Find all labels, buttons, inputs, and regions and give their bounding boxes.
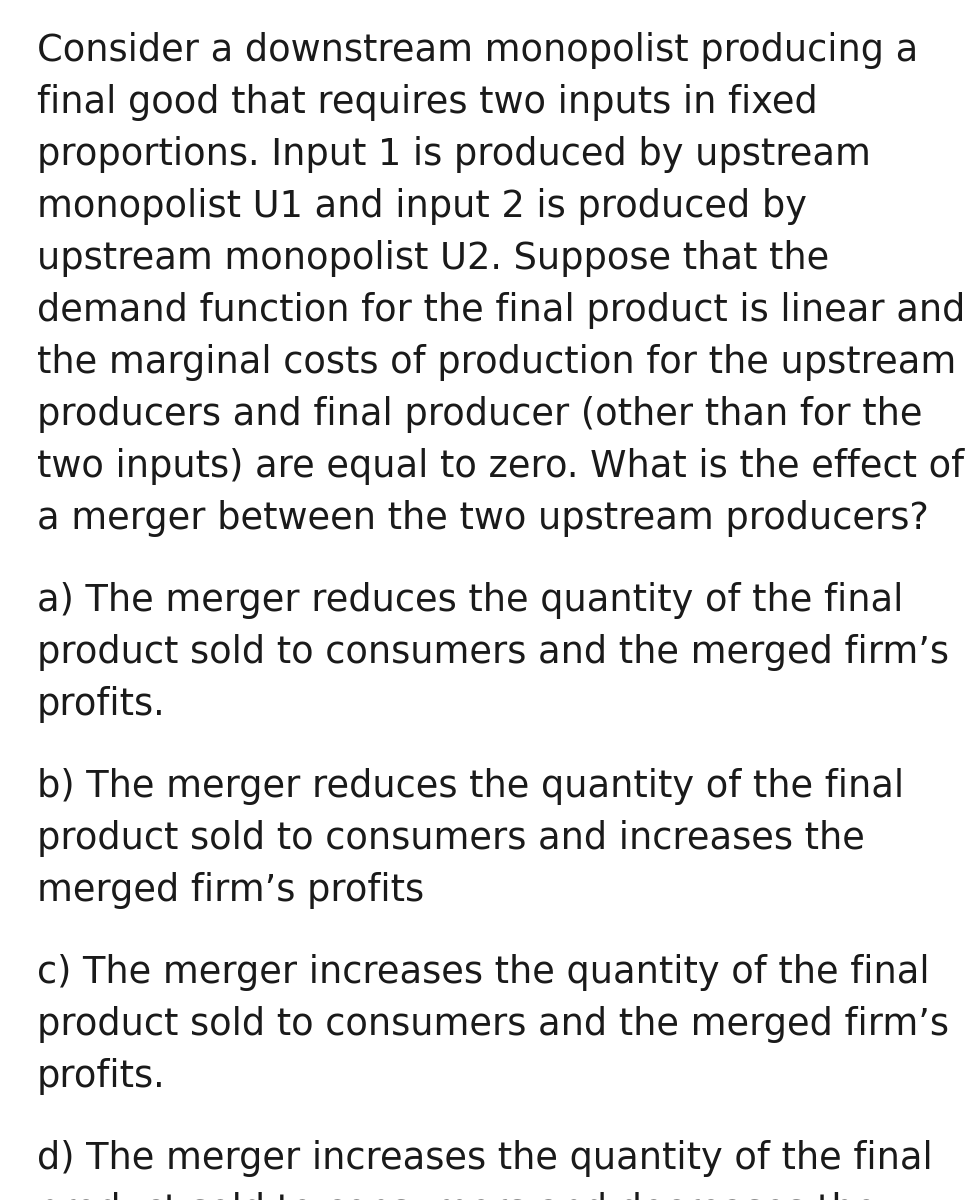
Text: Consider a downstream monopolist producing a: Consider a downstream monopolist produci… bbox=[37, 32, 919, 68]
Text: a merger between the two upstream producers?: a merger between the two upstream produc… bbox=[37, 500, 929, 538]
Text: a) The merger reduces the quantity of the final: a) The merger reduces the quantity of th… bbox=[37, 582, 903, 619]
Text: final good that requires two inputs in fixed: final good that requires two inputs in f… bbox=[37, 84, 818, 121]
Text: demand function for the final product is linear and: demand function for the final product is… bbox=[37, 292, 965, 329]
Text: merged firm’s profits: merged firm’s profits bbox=[37, 872, 424, 910]
Text: b) The merger reduces the quantity of the final: b) The merger reduces the quantity of th… bbox=[37, 768, 904, 805]
Text: c) The merger increases the quantity of the final: c) The merger increases the quantity of … bbox=[37, 954, 929, 991]
Text: product sold to consumers and decreases the: product sold to consumers and decreases … bbox=[37, 1192, 877, 1200]
Text: producers and final producer (other than for the: producers and final producer (other than… bbox=[37, 396, 923, 433]
Text: upstream monopolist U2. Suppose that the: upstream monopolist U2. Suppose that the bbox=[37, 240, 830, 277]
Text: profits.: profits. bbox=[37, 1058, 166, 1094]
Text: d) The merger increases the quantity of the final: d) The merger increases the quantity of … bbox=[37, 1140, 933, 1177]
Text: product sold to consumers and the merged firm’s: product sold to consumers and the merged… bbox=[37, 1006, 949, 1043]
Text: two inputs) are equal to zero. What is the effect of: two inputs) are equal to zero. What is t… bbox=[37, 448, 964, 485]
Text: proportions. Input 1 is produced by upstream: proportions. Input 1 is produced by upst… bbox=[37, 136, 871, 173]
Text: product sold to consumers and increases the: product sold to consumers and increases … bbox=[37, 820, 864, 857]
Text: product sold to consumers and the merged firm’s: product sold to consumers and the merged… bbox=[37, 634, 949, 671]
Text: the marginal costs of production for the upstream: the marginal costs of production for the… bbox=[37, 344, 956, 382]
Text: monopolist U1 and input 2 is produced by: monopolist U1 and input 2 is produced by bbox=[37, 188, 807, 226]
Text: profits.: profits. bbox=[37, 686, 166, 722]
